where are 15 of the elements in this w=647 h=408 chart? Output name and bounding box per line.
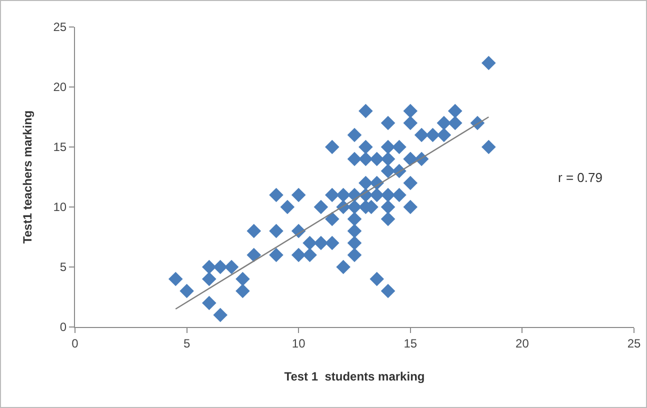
x-tick-label: 0: [72, 336, 79, 350]
y-tick-label: 10: [53, 200, 67, 214]
x-tick-label: 20: [516, 336, 530, 350]
y-tick-label: 0: [60, 320, 67, 334]
annotation: r = 0.79: [558, 170, 602, 185]
y-tick-label: 20: [53, 80, 67, 94]
y-tick-label: 25: [53, 20, 67, 34]
x-tick-label: 25: [627, 336, 641, 350]
x-axis-title: Test 1 students marking: [284, 369, 425, 384]
x-tick-label: 10: [292, 336, 306, 350]
y-tick-label: 5: [60, 260, 67, 274]
y-tick-label: 15: [53, 140, 67, 154]
x-tick-label: 15: [404, 336, 418, 350]
x-tick-label: 5: [183, 336, 190, 350]
y-axis-title: Test1 teachers marking: [20, 110, 35, 244]
